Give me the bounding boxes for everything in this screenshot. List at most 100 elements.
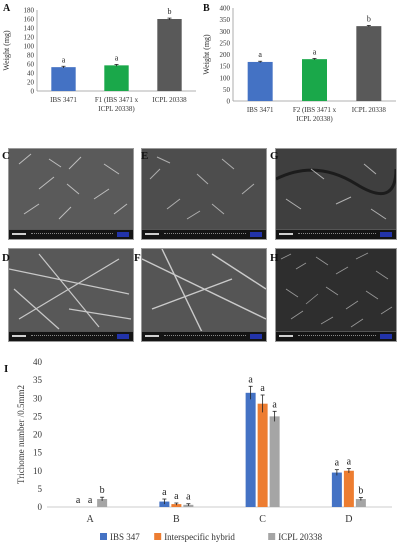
sem-panel-f [141,248,267,342]
sem-panel-e [141,148,267,240]
y-tick-label: 350 [220,16,231,24]
legend-label: Interspecific hybrid [164,532,235,542]
y-axis-label: Weight (mg) [202,34,211,75]
bar [302,59,327,101]
y-tick-label: 60 [27,61,35,69]
x-tick-label: A [87,514,95,525]
x-tick-label: IBS 3471 [247,106,274,114]
y-tick-label: 80 [27,52,35,60]
significance-letter: a [272,399,277,410]
significance-letter: a [62,55,66,64]
panel-label-e: E [141,150,149,162]
y-tick-label: 5 [38,484,43,494]
significance-letter: a [258,50,262,59]
y-tick-label: 0 [38,502,43,512]
significance-letter: b [367,14,371,23]
significance-letter: a [186,492,191,503]
bar [171,504,182,507]
x-tick-label: B [173,514,180,525]
significance-letter: a [88,495,93,506]
legend-swatch [268,533,276,540]
panel-label: B [203,3,210,14]
y-tick-label: 40 [27,70,35,78]
chart-b: B 0 50 100 150 200 250 300 350 400 Weight (mg) a IBS… [202,3,396,123]
significance-letter: a [174,491,179,502]
x-tick-label: ICPL 20338) [296,115,333,123]
panel-label-c: C [2,150,10,162]
chart-i: I 0 5 10 15 20 25 30 35 40 Trichome number /0.5mm2… [4,357,392,542]
panel-label-h: H [270,252,279,264]
significance-letter: a [248,374,253,385]
significance-letter: a [76,495,81,506]
y-tick-label: 180 [24,7,35,15]
x-tick-label: ICPL 20338) [98,105,135,113]
y-tick-label: 20 [27,79,35,87]
x-tick-label: F2 (IBS 3471 x [293,106,337,114]
y-tick-label: 150 [220,63,231,71]
bar [356,26,382,101]
y-tick-label: 160 [24,16,35,24]
bar [51,67,76,91]
y-axis-label: Weight (mg) [2,30,11,71]
panel-label-g: G [270,150,279,162]
legend-swatch [100,533,107,540]
sem-panel-h [275,248,397,342]
y-tick-label: 30 [33,393,43,403]
x-tick-label: C [259,514,266,525]
sem-panel-d [8,248,134,342]
y-tick-label: 100 [24,43,35,51]
y-tick-label: 25 [33,411,43,421]
legend-label: ICPL 20338 [278,532,322,542]
bar [245,392,256,507]
micrograph-image [9,249,133,332]
x-tick-label: F1 (IBS 3471 x [95,96,139,104]
significance-letter: a [260,383,265,394]
y-tick-label: 100 [220,74,231,82]
legend-swatch [154,533,162,540]
x-tick-label: IBS 3471 [50,96,77,104]
bar [157,19,182,91]
bar [355,499,366,507]
y-tick-label: 140 [24,25,35,33]
panel-label-d: D [2,252,10,264]
y-tick-label: 300 [220,28,231,36]
panel-label: I [4,363,8,375]
bar [343,470,354,507]
bar [159,501,170,507]
y-tick-label: 40 [33,357,43,367]
x-tick-label: ICPL 20338 [352,106,387,114]
micrograph-image [9,149,133,230]
y-tick-label: 50 [223,86,231,94]
panel-label-f: F [134,252,141,264]
micrograph-image [276,149,396,230]
significance-letter: b [168,7,172,16]
micrograph-image [142,149,266,230]
significance-letter: a [335,458,340,469]
sem-panel-c [8,148,134,240]
y-tick-label: 250 [220,39,231,47]
micrograph-image [276,249,396,332]
bar [97,499,108,507]
y-tick-label: 20 [33,430,43,440]
y-tick-label: 35 [33,375,43,385]
significance-letter: b [100,485,105,496]
y-axis-label: Trichome number /0.5mm2 [16,385,26,484]
y-tick-label: 200 [220,51,231,59]
x-tick-label: D [345,514,352,525]
bar [247,61,273,101]
significance-letter: a [313,47,317,56]
x-tick-label: ICPL 20338 [152,96,187,104]
y-tick-label: 0 [227,98,231,106]
micrograph-image [142,249,266,333]
significance-letter: a [347,457,352,468]
y-tick-label: 120 [24,34,35,42]
bar [104,65,129,91]
y-tick-label: 10 [33,466,43,476]
bar [257,403,268,507]
bar [331,472,342,507]
significance-letter: b [358,486,363,497]
significance-letter: a [115,53,119,62]
y-tick-label: 400 [220,5,231,13]
sem-panel-g [275,148,397,240]
